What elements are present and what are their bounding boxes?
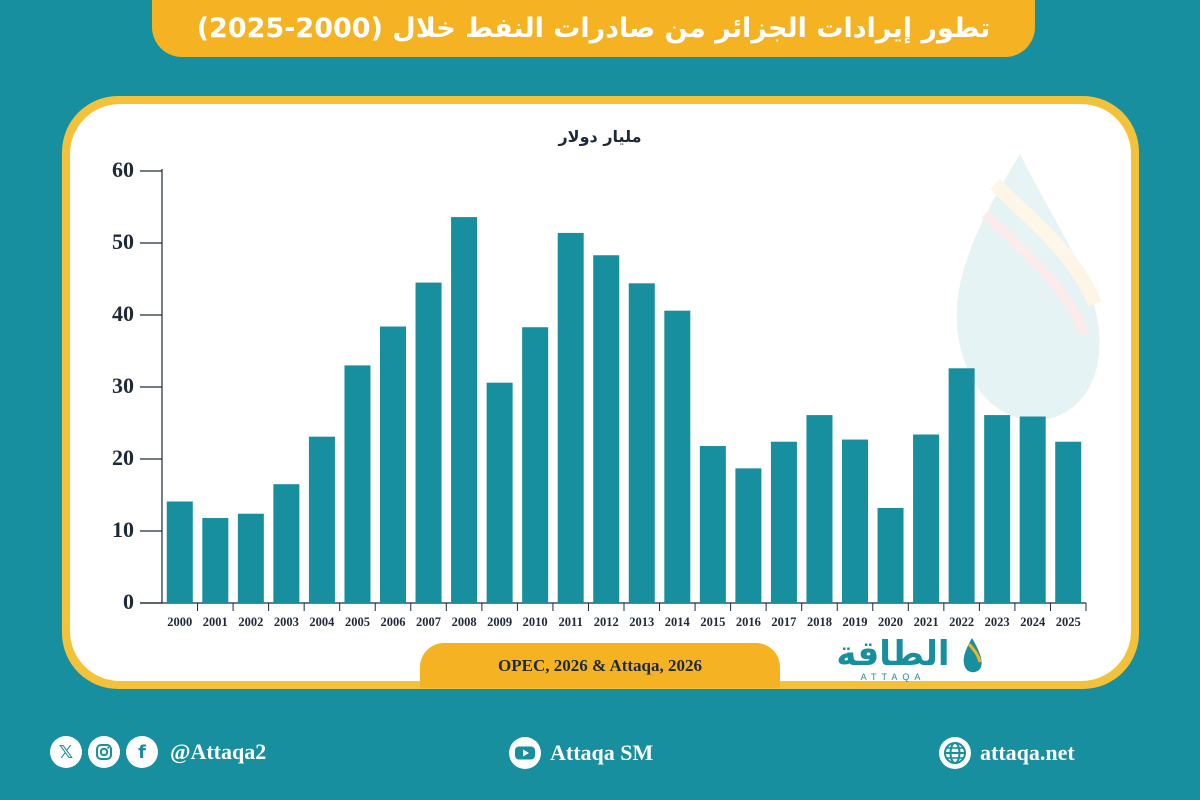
x-tick-label: 2007 — [416, 615, 441, 629]
x-tick-label: 2016 — [736, 615, 761, 629]
x-tick-label: 2020 — [878, 615, 903, 629]
brand-drop-icon — [963, 638, 982, 673]
youtube-channel: Attaqa SM — [550, 740, 654, 765]
x-tick-label: 2014 — [665, 615, 691, 629]
x-tick-label: 2006 — [381, 615, 406, 629]
brand-logo: الطاقة ATTAQA — [826, 632, 990, 688]
title-banner: تطور إيرادات الجزائر من صادرات النفط خلا… — [152, 0, 1035, 57]
x-tick-label: 2004 — [309, 615, 335, 629]
x-icon[interactable]: 𝕏 — [50, 736, 82, 768]
globe-icon — [939, 737, 971, 769]
x-tick-label: 2019 — [843, 615, 868, 629]
x-tick-label: 2008 — [452, 615, 477, 629]
bar-2008 — [451, 217, 478, 603]
x-tick-label: 2015 — [700, 615, 725, 629]
footer: 𝕏 f @Attaqa2 Attaqa SM attaqa.net — [0, 730, 1200, 780]
bar-2010 — [522, 327, 549, 603]
bar-2022 — [948, 368, 975, 603]
bar-2004 — [308, 436, 335, 603]
social-handle[interactable]: @Attaqa2 — [170, 739, 267, 764]
bar-2000 — [166, 501, 193, 603]
x-tick-label: 2021 — [914, 615, 939, 629]
bar-2003 — [273, 484, 300, 603]
brand-latin: ATTAQA — [860, 672, 926, 682]
x-tick-label: 2013 — [629, 615, 654, 629]
y-tick-label: 10 — [112, 517, 134, 542]
x-tick-label: 2023 — [985, 615, 1010, 629]
x-tick-label: 2017 — [771, 615, 796, 629]
bar-2023 — [984, 415, 1011, 603]
x-tick-label: 2010 — [523, 615, 548, 629]
bar-2025 — [1055, 441, 1082, 603]
bar-2020 — [877, 507, 904, 603]
website-url: attaqa.net — [980, 740, 1075, 765]
instagram-icon[interactable] — [88, 736, 120, 768]
bar-2005 — [344, 365, 371, 603]
social-links: 𝕏 f @Attaqa2 — [50, 736, 266, 768]
x-tick-label: 2002 — [238, 615, 263, 629]
x-tick-label: 2001 — [203, 615, 228, 629]
y-tick-label: 30 — [112, 373, 134, 398]
youtube-icon — [509, 737, 541, 769]
bar-2011 — [557, 232, 584, 604]
x-tick-label: 2011 — [559, 615, 583, 629]
bar-2009 — [486, 382, 513, 603]
brand-name: الطاقة — [836, 634, 950, 674]
x-tick-label: 2022 — [949, 615, 974, 629]
youtube-link[interactable]: Attaqa SM — [508, 736, 653, 770]
bar-2024 — [1019, 416, 1046, 603]
x-tick-label: 2000 — [167, 615, 192, 629]
source-label: OPEC, 2026 & Attaqa, 2026 — [498, 655, 702, 675]
bar-2007 — [415, 282, 442, 603]
x-tick-label: 2003 — [274, 615, 299, 629]
y-tick-label: 50 — [112, 229, 134, 254]
bar-2018 — [806, 415, 833, 603]
y-tick-label: 60 — [112, 157, 134, 182]
bar-2006 — [380, 326, 406, 603]
watermark-drop-icon — [956, 154, 1102, 421]
source-pill: OPEC, 2026 & Attaqa, 2026 — [420, 643, 780, 688]
x-tick-label: 2012 — [594, 615, 619, 629]
website-link[interactable]: attaqa.net — [938, 736, 1075, 770]
x-tick-label: 2009 — [487, 615, 512, 629]
bar-2017 — [770, 441, 797, 603]
bar-2002 — [237, 513, 264, 603]
x-tick-label: 2024 — [1020, 615, 1046, 629]
x-tick-label: 2025 — [1056, 615, 1081, 629]
bar-2012 — [593, 255, 620, 604]
bar-2013 — [628, 283, 655, 603]
bar-2001 — [202, 518, 229, 603]
x-tick-label: 2018 — [807, 615, 832, 629]
x-tick-label: 2005 — [345, 615, 370, 629]
y-tick-label: 20 — [112, 445, 134, 470]
chart-title: تطور إيرادات الجزائر من صادرات النفط خلا… — [196, 13, 991, 44]
y-tick-label: 40 — [112, 301, 134, 326]
y-axis-label: مليار دولار — [557, 127, 641, 146]
facebook-icon[interactable]: f — [126, 736, 158, 768]
y-tick-label: 0 — [123, 589, 134, 614]
bar-2019 — [842, 439, 868, 603]
bar-2015 — [699, 446, 726, 603]
bar-2014 — [664, 310, 691, 603]
bar-2016 — [735, 468, 762, 603]
bar-2021 — [913, 434, 940, 603]
